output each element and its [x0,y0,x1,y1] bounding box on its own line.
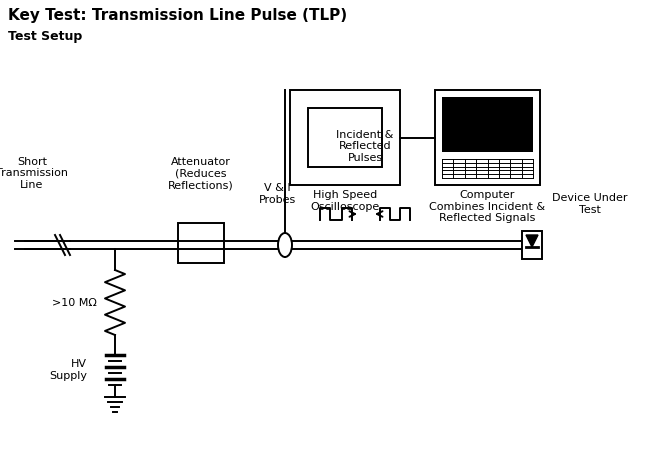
Text: Incident &
Reflected
Pulses: Incident & Reflected Pulses [336,130,394,163]
Bar [178,223,224,263]
Text: >10 MΩ: >10 MΩ [52,298,97,308]
Bar [435,90,540,185]
Text: Device Under
Test: Device Under Test [552,193,627,215]
Bar [442,97,533,152]
Bar [522,231,542,259]
Polygon shape [526,235,538,247]
Text: Test Setup: Test Setup [8,30,83,43]
Bar [290,90,400,185]
Text: V & I
Probes: V & I Probes [258,183,295,205]
Text: Attenuator
(Reduces
Reflections): Attenuator (Reduces Reflections) [168,157,234,190]
Text: HV
Supply: HV Supply [49,359,87,381]
Ellipse shape [278,233,292,257]
Text: Short
Transmission
Line: Short Transmission Line [0,157,68,190]
Bar [308,108,382,167]
Text: High Speed
Oscilloscope: High Speed Oscilloscope [310,190,380,212]
Text: Key Test: Transmission Line Pulse (TLP): Key Test: Transmission Line Pulse (TLP) [8,8,347,23]
Text: Computer
Combines Incident &
Reflected Signals: Computer Combines Incident & Reflected S… [430,190,546,223]
